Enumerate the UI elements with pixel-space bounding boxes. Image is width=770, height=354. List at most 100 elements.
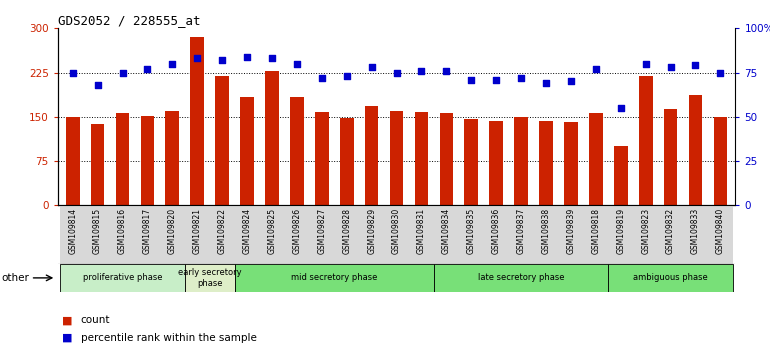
Point (291, 61, 303, 67)
Bar (185, 264, 235, 292)
Bar (558, 205, 584, 264)
Bar (688, 95, 702, 205)
Text: GSM109833: GSM109833 (691, 208, 700, 255)
Point (540, 80, 552, 86)
Bar (166, 111, 179, 205)
Bar (639, 75, 652, 205)
Bar (683, 205, 708, 264)
Text: ambiguous phase: ambiguous phase (633, 273, 708, 282)
Text: GSM109835: GSM109835 (467, 208, 476, 255)
Text: early secretory
phase: early secretory phase (178, 268, 242, 287)
Text: GSM109823: GSM109823 (641, 208, 650, 255)
Text: GSM109836: GSM109836 (492, 208, 501, 255)
Bar (135, 205, 160, 264)
Text: GSM109825: GSM109825 (267, 208, 276, 255)
Point (316, 75, 328, 81)
Point (665, 64, 677, 70)
Text: mid secretory phase: mid secretory phase (291, 273, 377, 282)
Text: GSM109820: GSM109820 (168, 208, 177, 255)
Bar (160, 205, 185, 264)
Bar (664, 109, 678, 205)
Point (241, 54, 253, 59)
Bar (116, 113, 129, 205)
Point (340, 73, 353, 79)
Bar (91, 124, 105, 205)
Bar (459, 205, 484, 264)
Bar (464, 119, 478, 205)
Bar (259, 205, 284, 264)
Text: GSM109814: GSM109814 (69, 208, 77, 255)
Text: GSM109817: GSM109817 (143, 208, 152, 255)
Bar (190, 37, 204, 205)
Point (490, 77, 502, 82)
Point (390, 70, 403, 75)
Bar (589, 113, 603, 205)
Text: GSM109818: GSM109818 (591, 208, 601, 254)
Point (141, 66, 153, 72)
Bar (714, 117, 727, 205)
Bar (284, 205, 310, 264)
Text: GSM109831: GSM109831 (417, 208, 426, 255)
Text: late secretory phase: late secretory phase (478, 273, 564, 282)
Point (415, 68, 427, 74)
Point (515, 75, 527, 81)
Bar (334, 205, 359, 264)
Point (116, 70, 129, 75)
Bar (633, 205, 658, 264)
Point (92, 82, 104, 88)
Text: GSM109830: GSM109830 (392, 208, 401, 255)
Text: GSM109826: GSM109826 (293, 208, 301, 255)
Point (166, 61, 179, 67)
Bar (534, 205, 558, 264)
Text: GSM109821: GSM109821 (192, 208, 202, 254)
Bar (509, 205, 534, 264)
Bar (235, 205, 259, 264)
Bar (265, 71, 279, 205)
Bar (490, 121, 503, 205)
Bar (608, 205, 633, 264)
Text: GSM109840: GSM109840 (716, 208, 725, 255)
Text: proliferative phase: proliferative phase (82, 273, 162, 282)
Text: GDS2052 / 228555_at: GDS2052 / 228555_at (58, 14, 200, 27)
Bar (310, 205, 334, 264)
Text: GSM109839: GSM109839 (567, 208, 575, 255)
Bar (390, 111, 403, 205)
Point (590, 66, 602, 72)
Bar (141, 116, 154, 205)
Text: GSM109832: GSM109832 (666, 208, 675, 255)
Point (440, 68, 453, 74)
Bar (440, 113, 454, 205)
Bar (66, 117, 79, 205)
Bar (614, 146, 628, 205)
Text: GSM109815: GSM109815 (93, 208, 102, 255)
Point (266, 56, 278, 61)
Bar (85, 205, 110, 264)
Bar (409, 205, 434, 264)
Text: GSM109816: GSM109816 (118, 208, 127, 255)
Bar (315, 112, 329, 205)
Bar (185, 205, 209, 264)
Text: GSM109819: GSM109819 (616, 208, 625, 255)
Text: GSM109838: GSM109838 (541, 208, 551, 255)
Bar (484, 205, 509, 264)
Text: other: other (2, 273, 29, 283)
Bar (584, 205, 608, 264)
Point (366, 64, 378, 70)
Bar (60, 264, 185, 292)
Bar (414, 112, 428, 205)
Bar (290, 97, 303, 205)
Point (564, 79, 577, 84)
Text: ■: ■ (62, 315, 72, 325)
Bar (110, 205, 135, 264)
Text: GSM109828: GSM109828 (342, 208, 351, 254)
Bar (365, 106, 379, 205)
Text: GSM109827: GSM109827 (317, 208, 326, 255)
Bar (608, 264, 733, 292)
Text: percentile rank within the sample: percentile rank within the sample (81, 333, 256, 343)
Point (614, 105, 627, 111)
Bar (340, 118, 353, 205)
Text: GSM109822: GSM109822 (218, 208, 226, 254)
Text: count: count (81, 315, 110, 325)
Bar (240, 97, 254, 205)
Point (191, 56, 203, 61)
